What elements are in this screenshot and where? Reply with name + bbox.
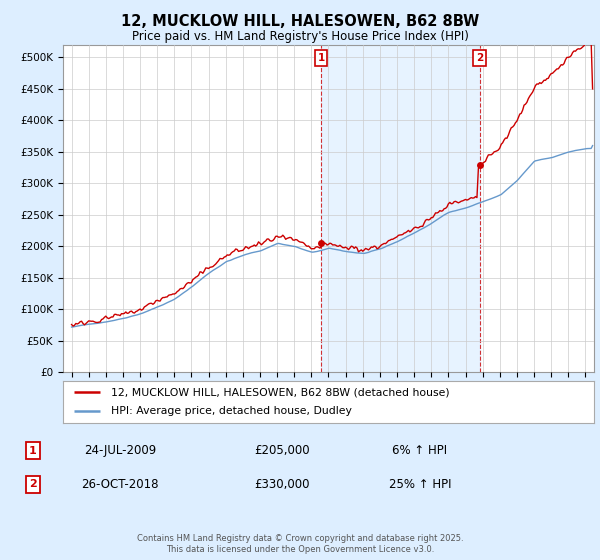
Text: 2: 2 (476, 53, 483, 63)
Text: 12, MUCKLOW HILL, HALESOWEN, B62 8BW (detached house): 12, MUCKLOW HILL, HALESOWEN, B62 8BW (de… (111, 387, 449, 397)
Text: Price paid vs. HM Land Registry's House Price Index (HPI): Price paid vs. HM Land Registry's House … (131, 30, 469, 43)
Text: 1: 1 (29, 446, 37, 456)
Text: 26-OCT-2018: 26-OCT-2018 (81, 478, 159, 491)
Text: 24-JUL-2009: 24-JUL-2009 (84, 444, 156, 458)
Text: 2: 2 (29, 479, 37, 489)
Text: Contains HM Land Registry data © Crown copyright and database right 2025.
This d: Contains HM Land Registry data © Crown c… (137, 534, 463, 554)
Text: 1: 1 (317, 53, 325, 63)
Text: 25% ↑ HPI: 25% ↑ HPI (389, 478, 451, 491)
Text: £330,000: £330,000 (254, 478, 310, 491)
Bar (321, 45, 479, 372)
Text: HPI: Average price, detached house, Dudley: HPI: Average price, detached house, Dudl… (111, 407, 352, 417)
Text: 6% ↑ HPI: 6% ↑ HPI (392, 444, 448, 458)
Text: 12, MUCKLOW HILL, HALESOWEN, B62 8BW: 12, MUCKLOW HILL, HALESOWEN, B62 8BW (121, 14, 479, 29)
Text: £205,000: £205,000 (254, 444, 310, 458)
